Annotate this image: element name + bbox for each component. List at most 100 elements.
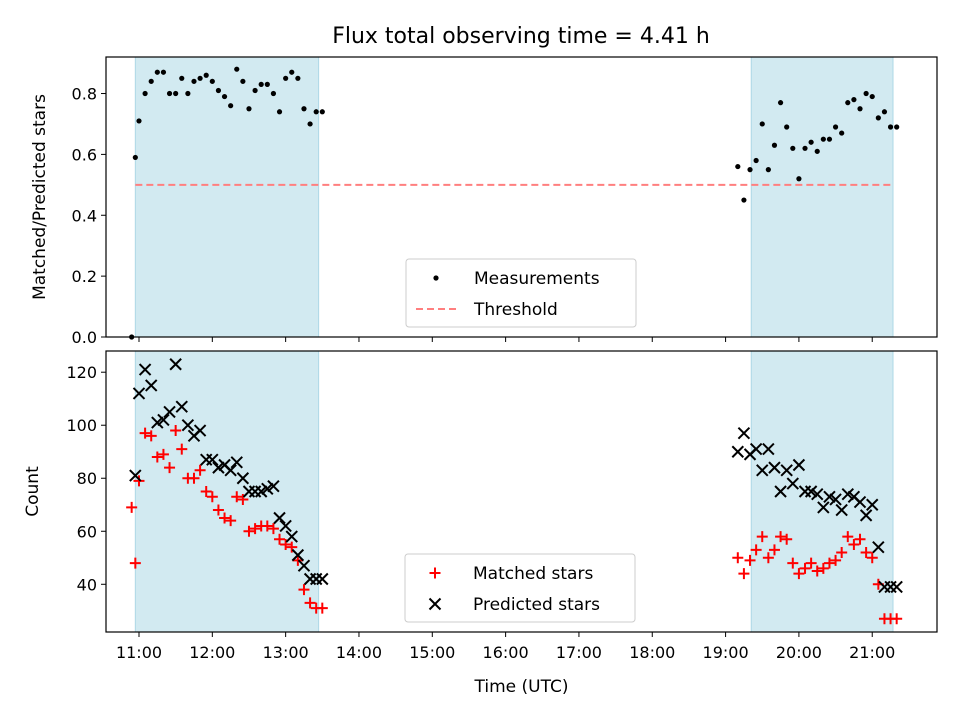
measurement-point	[887, 124, 894, 130]
bottom-panel: 40 60 80 100 120 11:00 12:00 13:00 14:00 15:00 16:…	[23, 350, 938, 697]
predicted-star-point	[792, 458, 806, 472]
matched-star-point	[151, 451, 163, 463]
measurement-point	[136, 118, 142, 124]
measurement-point	[875, 115, 881, 121]
legend-label: Measurements	[474, 269, 600, 289]
measurement-point	[894, 124, 900, 130]
measurement-point	[197, 75, 203, 81]
measurement-point	[258, 81, 264, 87]
measurement-point	[234, 66, 240, 72]
measurement-point	[307, 121, 313, 127]
measurement-point	[881, 109, 888, 115]
predicted-star-point	[285, 530, 298, 543]
y-tick-label: 0.6	[72, 145, 97, 164]
predicted-star-point	[731, 445, 745, 458]
matched-star-point	[170, 425, 182, 437]
matched-star-point	[133, 475, 145, 487]
matched-star-point	[860, 546, 872, 558]
measurement-point	[735, 163, 741, 170]
measurement-point	[228, 103, 234, 109]
matched-star-point	[830, 554, 842, 566]
predicted-star-point	[254, 485, 268, 498]
matched-star-point	[176, 443, 188, 455]
measurement-point	[264, 81, 270, 87]
predicted-star-point	[859, 509, 873, 522]
measurement-point	[185, 90, 191, 97]
predicted-star-point	[273, 511, 286, 525]
measurement-point	[845, 100, 851, 106]
predicted-star-point	[129, 469, 142, 482]
matched-star-point	[750, 544, 762, 556]
predicted-star-point	[181, 419, 195, 432]
x-tick-label: 20:00	[776, 643, 822, 662]
measurement-point	[215, 87, 222, 94]
measurement-point	[790, 145, 796, 151]
measurement-point	[132, 154, 138, 161]
matched-star-point	[139, 427, 151, 439]
x-tick-label: 14:00	[336, 643, 382, 662]
matched-star-point	[267, 523, 279, 535]
x-tick-label: 21:00	[849, 643, 895, 662]
measurement-point	[808, 139, 814, 145]
matched-star-point	[200, 486, 212, 497]
legend: Matched stars Predicted stars	[404, 553, 636, 623]
y-tick-label: 0.8	[72, 85, 97, 104]
y-tick-label: 0.0	[72, 328, 97, 347]
matched-star-point	[823, 557, 835, 569]
measurement-point	[160, 69, 167, 75]
matched-star-point	[756, 531, 768, 543]
predicted-star-point	[835, 503, 848, 517]
measurement-point	[295, 75, 301, 81]
axes-frame	[105, 350, 938, 633]
measurement-point	[209, 78, 215, 84]
predicted-star-point	[236, 472, 250, 485]
predicted-star-point	[866, 498, 879, 511]
predicted-star-point	[261, 482, 274, 496]
measurement-point	[240, 78, 246, 84]
predicted-star-point	[279, 519, 292, 533]
measurement-point	[839, 130, 845, 136]
measurement-point	[747, 167, 753, 173]
measurement-point	[166, 90, 173, 97]
predicted-star-point	[193, 424, 207, 437]
legend-box	[405, 258, 637, 328]
measurement-point	[777, 100, 784, 106]
predicted-star-point	[804, 485, 818, 498]
matched-star-point	[280, 539, 292, 551]
matched-star-point	[286, 541, 298, 553]
x-tick-label: 18:00	[629, 643, 675, 662]
matched-star-point	[762, 552, 774, 564]
matched-star-point	[805, 557, 817, 569]
measurement-point	[857, 106, 863, 112]
measurement-point	[301, 106, 307, 112]
legend: Measurements Threshold	[405, 258, 637, 328]
matched-star-point	[811, 565, 823, 577]
predicted-star-point	[853, 495, 867, 509]
measurement-point	[759, 121, 765, 127]
predicted-star-point	[267, 479, 280, 493]
measurement-point	[246, 106, 252, 112]
measurement-point	[148, 78, 154, 84]
shaded-interval	[750, 350, 894, 633]
matched-star-point	[854, 533, 866, 545]
matched-star-point	[249, 523, 261, 535]
predicted-star-point	[756, 464, 769, 477]
legend-label: Matched stars	[473, 564, 593, 584]
matched-star-point	[225, 515, 237, 527]
predicted-star-point	[780, 464, 793, 477]
matched-star-point	[304, 597, 316, 609]
matched-star-point	[781, 533, 793, 545]
measurement-point	[283, 75, 289, 81]
matched-star-point	[274, 533, 286, 545]
legend-box	[404, 553, 636, 623]
y-axis-label: Count	[23, 466, 43, 517]
predicted-star-point	[811, 487, 824, 501]
predicted-star-point	[749, 442, 763, 456]
predicted-star-point	[206, 453, 219, 466]
measurement-point	[765, 167, 771, 173]
measurement-point	[142, 90, 148, 97]
measurement-point	[771, 142, 778, 148]
measurement-point	[802, 145, 808, 151]
predicted-star-point	[774, 485, 787, 498]
